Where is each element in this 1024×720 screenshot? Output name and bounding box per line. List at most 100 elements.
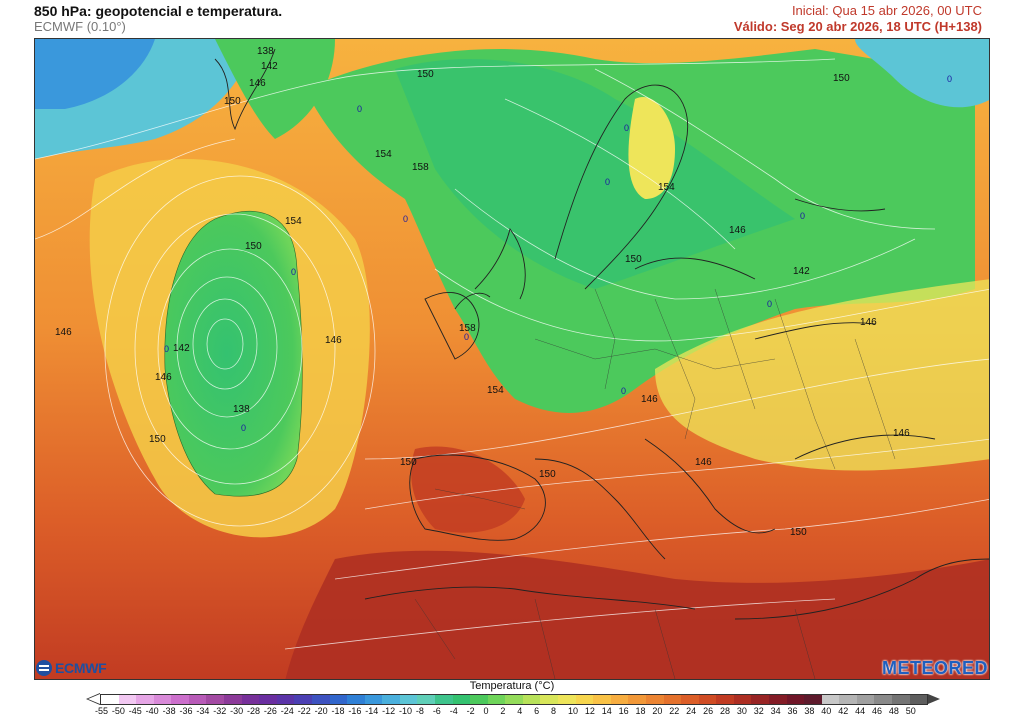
colorbar-segment <box>698 695 717 704</box>
colorbar-segment <box>224 695 242 704</box>
colorbar-segment <box>153 695 172 704</box>
country-borders <box>414 288 896 679</box>
colorbar-tick-label: -50 <box>111 706 125 716</box>
colorbar-arrow-left <box>88 694 100 704</box>
colorbar-tick-label: -55 <box>95 706 109 716</box>
colorbar-tick-label: 32 <box>753 706 764 716</box>
core-cold-air <box>395 59 795 289</box>
colorbar-tick-label: 24 <box>686 706 697 716</box>
colorbar-segment <box>804 695 822 704</box>
colorbar-tick-label: 50 <box>905 706 916 716</box>
colorbar-tick-label: -2 <box>466 706 475 716</box>
isohypse-label: 150 <box>790 527 807 538</box>
colorbar-tick-label: 46 <box>871 706 882 716</box>
colorbar-segment <box>628 695 646 704</box>
isohypse-label: 154 <box>285 216 302 227</box>
colorbar-tick-label: -24 <box>280 706 294 716</box>
colorbar-tick-label: 16 <box>618 706 629 716</box>
colorbar-segment <box>434 695 453 704</box>
colorbar-tick-label: -22 <box>297 706 311 716</box>
isohypse-label: 146 <box>641 394 658 405</box>
colorbar-segment <box>399 695 418 704</box>
atlantic-cold-pool <box>164 211 303 497</box>
colorbar-tick-label: 48 <box>888 706 899 716</box>
isohypse-label: 146 <box>55 327 72 338</box>
low-marker: 0 <box>624 123 629 133</box>
colorbar-segment <box>364 695 383 704</box>
colorbar-tick-label: 10 <box>567 706 578 716</box>
meteored-logo: METEORED <box>881 658 988 678</box>
colorbar-arrow-right <box>928 694 940 704</box>
isohypse-label: 154 <box>658 182 675 193</box>
low-marker: 0 <box>947 74 952 84</box>
low-marker: 0 <box>800 211 805 221</box>
colorbar-segment <box>874 695 893 704</box>
model-label: ECMWF (0.10°) <box>34 19 126 34</box>
colorbar-segment <box>417 695 435 704</box>
colorbar-segment <box>276 695 295 704</box>
colorbar <box>100 694 928 705</box>
iceland-cold <box>215 39 335 139</box>
colorbar-segment <box>663 695 682 704</box>
colorbar-segment <box>856 695 875 704</box>
north-africa-hot <box>285 550 989 679</box>
colorbar-tick-label: -8 <box>415 706 424 716</box>
ecmwf-logo-icon <box>36 660 52 676</box>
colorbar-tick-label: 44 <box>855 706 866 716</box>
colorbar-tick-label: -10 <box>399 706 413 716</box>
ecmwf-logo-text: ECMWF <box>55 660 107 676</box>
low-marker: 0 <box>291 267 296 277</box>
isohypse-label: 146 <box>325 335 342 346</box>
colorbar-tick-label: -6 <box>432 706 441 716</box>
colorbar-segment <box>751 695 769 704</box>
colorbar-segment <box>575 695 594 704</box>
map-title: 850 hPa: geopotencial e temperatura. <box>34 3 283 19</box>
header-right: Inicial: Qua 15 abr 2026, 00 UTC Válido:… <box>734 3 982 35</box>
colorbar-segment <box>786 695 805 704</box>
colorbar-tick-label: -32 <box>213 706 227 716</box>
isohypse-label: 150 <box>149 434 166 445</box>
weather-map[interactable]: 138 142 146 150 150 154 158 150 154 150 … <box>34 38 990 680</box>
map-canvas: 138 142 146 150 150 154 158 150 154 150 … <box>35 39 989 679</box>
colorbar-segment <box>171 695 189 704</box>
colorbar-tick-label: 8 <box>551 706 557 716</box>
isohypse-label: 146 <box>729 225 746 236</box>
header-left: 850 hPa: geopotencial e temperatura. ECM… <box>34 3 282 35</box>
colorbar-tick-label: -20 <box>314 706 328 716</box>
greenland-core <box>35 39 155 109</box>
isohypse-label: 158 <box>459 323 476 334</box>
colorbar-segment <box>329 695 348 704</box>
low-marker: 0 <box>403 214 408 224</box>
colorbar-tick-label: -18 <box>331 706 345 716</box>
colorbar-tick-label: -16 <box>348 706 362 716</box>
colorbar-segment <box>136 695 154 704</box>
colorbar-tick-label: 0 <box>483 706 489 716</box>
colorbar-ticks: -55 -50 -45 -40 -38 -36 -34 -32 -30 -28 -26 -24 -22-… <box>95 706 928 718</box>
colorbar-tick-label: 40 <box>821 706 832 716</box>
russia-cold <box>855 39 989 108</box>
colorbar-tick-label: -34 <box>196 706 210 716</box>
iberia-hot <box>411 446 525 533</box>
isohypse-label: 146 <box>860 317 877 328</box>
isohypse-lines <box>35 58 989 650</box>
colorbar-tick-label: 22 <box>669 706 680 716</box>
colorbar-tick-label: -38 <box>162 706 176 716</box>
isohypse-label: 138 <box>233 404 250 415</box>
low-marker: 0 <box>605 177 610 187</box>
colorbar-segment <box>382 695 400 704</box>
colorbar-segment <box>768 695 787 704</box>
colorbar-tick-label: 14 <box>601 706 612 716</box>
colorbar-segment <box>558 695 576 704</box>
isohypse-label: 150 <box>539 469 556 480</box>
colorbar-segment <box>259 695 277 704</box>
colorbar-segment <box>188 695 207 704</box>
low-marker: 0 <box>164 344 169 354</box>
colorbar-tick-label: 6 <box>534 706 540 716</box>
low-marker: 0 <box>241 423 246 433</box>
colorbar-tick-label: 34 <box>770 706 781 716</box>
colorbar-segment <box>540 695 559 704</box>
colorbar-tick-label: 38 <box>804 706 815 716</box>
colorbar-segment <box>118 695 137 704</box>
isohypse-label: 158 <box>412 162 429 173</box>
valid-time: Válido: Seg 20 abr 2026, 18 UTC (H+138) <box>733 19 982 34</box>
